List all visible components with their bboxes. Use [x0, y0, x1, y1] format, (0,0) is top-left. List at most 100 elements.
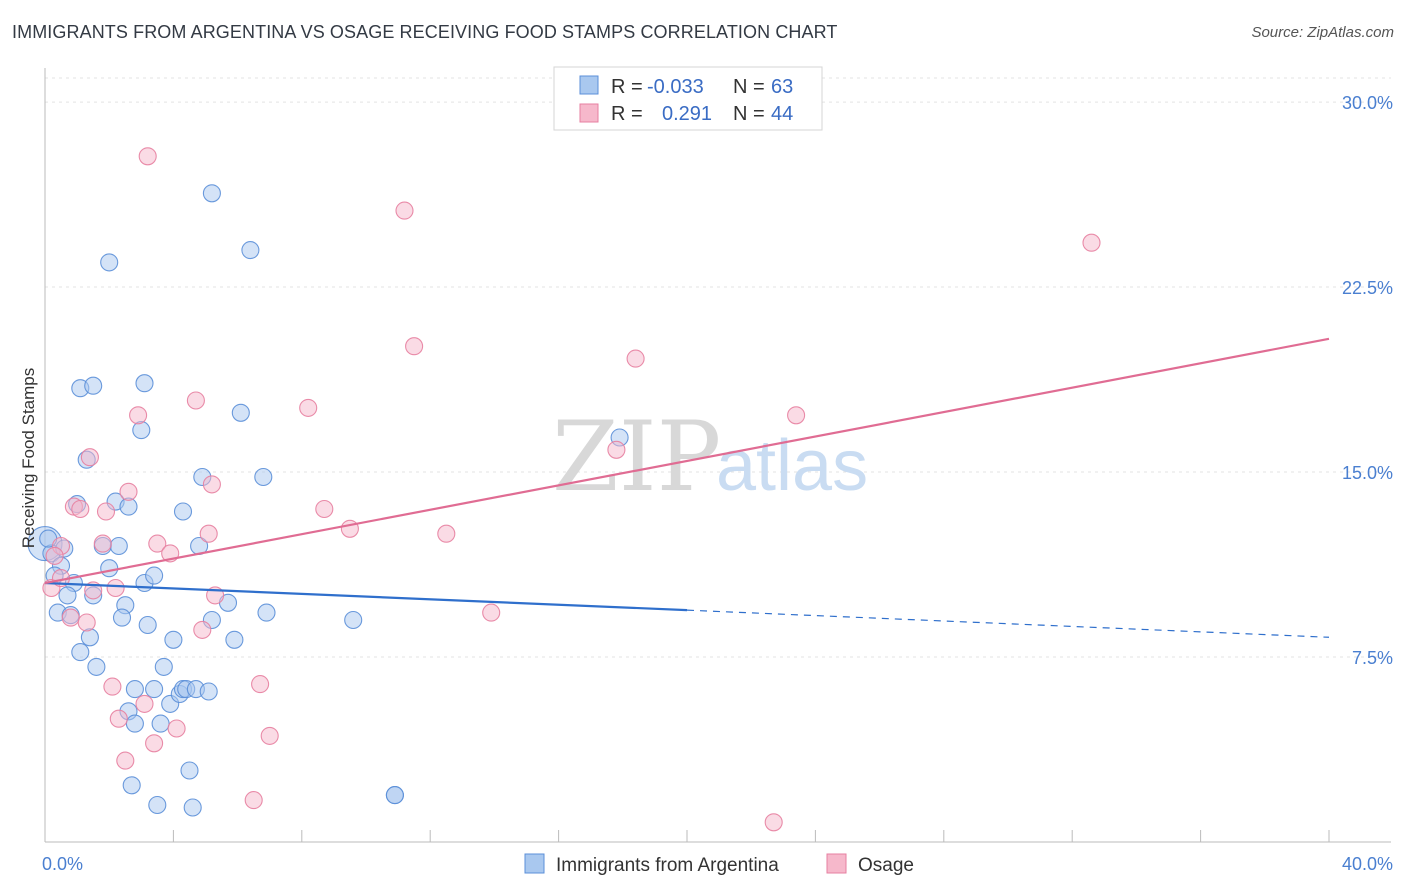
point-argentina-54: [231, 403, 250, 422]
point-osage-28: [244, 791, 263, 810]
point-osage-36: [437, 524, 456, 543]
series-label-argentina: Immigrants from Argentina: [556, 855, 779, 876]
legend-r-value-2: 0.291: [662, 103, 712, 125]
point-osage-15: [119, 482, 138, 501]
point-argentina-37: [148, 795, 167, 815]
x-tick-label-0: 0.0%: [42, 854, 83, 874]
point-argentina-29: [132, 421, 151, 440]
trend-lines: [44, 337, 1330, 638]
point-argentina-34: [145, 680, 164, 699]
point-argentina-20: [100, 253, 119, 272]
trend-line-argentina-extension: [686, 609, 1330, 638]
point-argentina-28: [122, 776, 141, 795]
point-osage-18: [138, 147, 157, 166]
point-argentina-56: [257, 603, 276, 622]
point-osage-3: [61, 608, 80, 627]
point-osage-26: [202, 475, 221, 494]
legend-r-label-1: R =: [611, 76, 643, 98]
point-osage-31: [299, 398, 318, 417]
tick-labels: 7.5% 15.0% 22.5% 30.0% 0.0% 40.0%: [42, 93, 1393, 874]
point-osage-11: [103, 677, 122, 696]
legend-box: [553, 66, 823, 131]
point-argentina-52: [225, 630, 244, 649]
point-argentina-58: [344, 610, 363, 630]
point-argentina-13: [87, 657, 106, 676]
watermark-atlas: atlas: [716, 426, 868, 506]
point-osage-13: [109, 709, 128, 728]
point-argentina-11: [71, 643, 90, 662]
point-argentina-55: [241, 241, 260, 260]
point-osage-17: [135, 694, 154, 713]
series-swatch-osage: [826, 853, 847, 874]
legend-r-value-1: -0.033: [647, 76, 704, 98]
point-osage-9: [93, 534, 112, 553]
correlation-legend: R = -0.033 N = 63 R = 0.291 N = 44: [553, 66, 823, 131]
point-argentina-6: [58, 586, 77, 605]
legend-n-value-1: 63: [771, 76, 793, 98]
watermark-zip: ZIP: [552, 401, 721, 513]
point-osage-41: [787, 406, 806, 425]
point-argentina-60: [385, 786, 404, 805]
point-osage-16: [129, 406, 148, 425]
y-tick-label-3: 30.0%: [1342, 93, 1393, 113]
point-argentina-30: [138, 615, 157, 635]
trend-line-argentina: [44, 581, 688, 612]
point-osage-43: [45, 546, 64, 565]
y-tick-label-1: 15.0%: [1342, 463, 1393, 483]
point-osage-30: [260, 726, 279, 745]
point-argentina-23: [112, 608, 132, 627]
point-osage-29: [251, 675, 270, 694]
point-osage-14: [116, 751, 135, 770]
series-swatch-argentina: [524, 853, 545, 874]
point-osage-20: [148, 534, 167, 553]
point-argentina-35: [151, 714, 170, 733]
y-tick-label-0: 7.5%: [1352, 648, 1393, 668]
point-osage-12: [106, 578, 125, 598]
point-osage-32: [315, 499, 334, 519]
x-tick-label-1: 40.0%: [1342, 854, 1393, 874]
point-osage-7: [80, 448, 99, 467]
point-argentina-49: [199, 682, 218, 701]
point-argentina-53: [202, 184, 221, 203]
point-argentina-21: [109, 536, 128, 556]
point-argentina-27: [125, 680, 144, 699]
point-argentina-25: [125, 714, 144, 733]
y-tick-label-2: 22.5%: [1342, 278, 1393, 298]
point-argentina-45: [183, 798, 202, 817]
data-points: [27, 147, 1101, 832]
point-osage-34: [395, 201, 414, 220]
legend-swatch-osage: [579, 103, 599, 123]
legend-swatch-argentina: [579, 75, 599, 95]
point-osage-23: [186, 391, 205, 410]
y-axis-label: Receiving Food Stamps: [19, 368, 38, 548]
point-argentina-12: [80, 628, 99, 647]
point-argentina-41: [173, 502, 193, 521]
point-osage-22: [167, 719, 186, 738]
point-argentina-32: [145, 566, 164, 585]
legend-n-label-1: N =: [733, 76, 765, 98]
legend-n-label-2: N =: [733, 103, 765, 125]
point-argentina-39: [164, 630, 183, 649]
point-argentina-16: [100, 559, 119, 578]
axes: [44, 68, 1391, 843]
point-osage-40: [764, 813, 783, 832]
source-label: Source: ZipAtlas.com: [1251, 24, 1394, 41]
point-osage-19: [145, 734, 164, 753]
trend-line-osage: [44, 337, 1330, 585]
legend-r-label-2: R =: [611, 103, 643, 125]
point-osage-37: [482, 603, 501, 622]
point-osage-35: [405, 337, 424, 356]
series-label-osage: Osage: [858, 855, 914, 876]
series-legend: Immigrants from Argentina Osage: [524, 853, 914, 876]
point-osage-10: [96, 502, 116, 521]
point-argentina-19: [84, 376, 103, 395]
point-argentina-57: [254, 467, 273, 487]
legend-n-value-2: 44: [771, 103, 793, 125]
point-argentina-43: [180, 761, 199, 780]
point-osage-6: [77, 613, 96, 632]
point-osage-25: [199, 524, 218, 543]
point-argentina-33: [135, 374, 154, 393]
point-osage-38: [607, 440, 626, 459]
chart-title: IMMIGRANTS FROM ARGENTINA VS OSAGE RECEI…: [12, 22, 838, 42]
